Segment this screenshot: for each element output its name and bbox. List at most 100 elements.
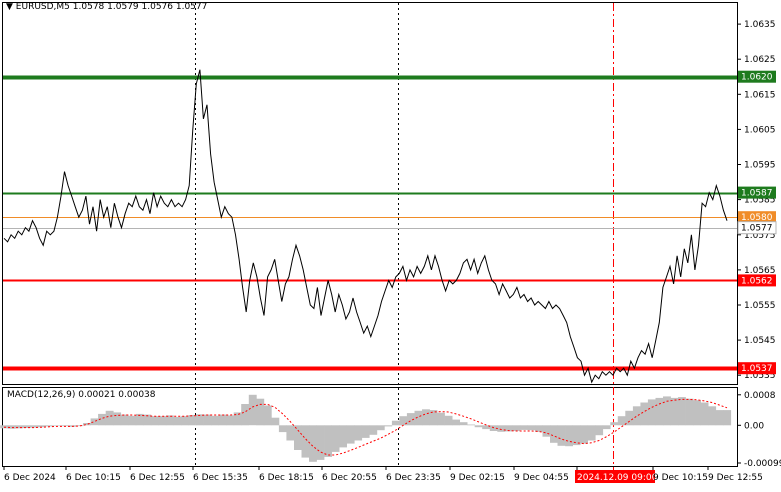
price-tick-label: 1.0585 bbox=[744, 196, 776, 206]
macd-histogram-bar bbox=[188, 415, 197, 426]
macd-histogram-bar bbox=[211, 415, 219, 426]
macd-histogram-bar bbox=[369, 425, 378, 435]
macd-histogram-bar bbox=[482, 425, 491, 430]
macd-histogram-bar bbox=[263, 405, 272, 426]
time-tick-label: 6 Dec 23:35 bbox=[386, 473, 441, 483]
price-tick-label: 1.0535 bbox=[744, 371, 776, 381]
macd-histogram-bar bbox=[655, 397, 664, 426]
macd-tick-label: -0.00099 bbox=[744, 459, 781, 469]
macd-histogram-bar bbox=[241, 404, 250, 426]
crosshair-time-tag-bg bbox=[575, 470, 655, 483]
macd-histogram-bar bbox=[519, 425, 528, 430]
macd-histogram-bar bbox=[120, 414, 129, 426]
level-price-tag-1.0562[interactable]: 1.0562 bbox=[741, 276, 773, 286]
macd-histogram-bar bbox=[98, 413, 106, 426]
level-price-tag-1.0587[interactable]: 1.0587 bbox=[741, 189, 773, 199]
macd-histogram-bar bbox=[550, 425, 558, 443]
level-price-tag-bg bbox=[738, 211, 776, 224]
time-tick-label: 9 Dec 12:55 bbox=[708, 473, 763, 483]
macd-histogram-bar bbox=[663, 396, 671, 426]
level-price-tag-bg bbox=[738, 274, 776, 287]
symbol-title: EURUSD,M5 bbox=[15, 2, 70, 12]
horizontal-levels[interactable] bbox=[3, 75, 737, 371]
macd-histogram-bar bbox=[346, 425, 355, 444]
macd-histogram-bar bbox=[452, 419, 460, 426]
macd-histogram-bar bbox=[474, 425, 483, 428]
macd-histogram-bar bbox=[128, 415, 137, 426]
level-price-tag-1.0580[interactable]: 1.0580 bbox=[741, 213, 773, 223]
level-price-tag-bg bbox=[737, 221, 777, 235]
price-series-line bbox=[3, 69, 728, 384]
macd-histogram-bar bbox=[632, 406, 641, 426]
macd-histogram-bar bbox=[316, 425, 325, 460]
price-axis[interactable]: 1.06351.06251.06151.06051.05951.05851.05… bbox=[737, 20, 777, 381]
macd-histogram-bar bbox=[324, 425, 332, 457]
macd-histogram-bar bbox=[158, 416, 167, 426]
macd-histogram-bar bbox=[497, 425, 506, 432]
level-price-tag-1.0577[interactable]: 1.0577 bbox=[741, 224, 773, 234]
macd-histogram-bar bbox=[617, 416, 626, 426]
time-tick-label: 6 Dec 20:55 bbox=[322, 473, 377, 483]
price-tick-label: 1.0555 bbox=[744, 301, 776, 311]
macd-histogram-bar bbox=[301, 425, 310, 458]
macd-histogram-bar bbox=[30, 425, 39, 428]
macd-histogram-bar bbox=[595, 425, 604, 436]
macd-histogram-bar bbox=[75, 425, 84, 427]
price-tick-label: 1.0635 bbox=[744, 20, 776, 30]
macd-histogram-bar bbox=[286, 425, 295, 441]
macd-histogram-bar bbox=[391, 420, 400, 426]
time-tick-label: 9 Dec 02:15 bbox=[450, 473, 505, 483]
macd-histogram-bar bbox=[565, 425, 573, 447]
macd-histogram-bar bbox=[226, 415, 235, 426]
macd-histogram-bar bbox=[467, 424, 476, 426]
crosshair-time-tag[interactable]: 2024.12.09 09:00 bbox=[577, 473, 658, 483]
macd-histogram-bar bbox=[670, 397, 679, 426]
macd-histogram-bar bbox=[512, 425, 521, 431]
macd-histogram-bar bbox=[437, 412, 445, 426]
macd-title: MACD(12,26,9) 0.00021 0.00038 bbox=[7, 390, 156, 400]
ohlc-values: 1.0578 1.0579 1.0576 1.0577 bbox=[72, 2, 208, 12]
level-price-tag-1.0620[interactable]: 1.0620 bbox=[741, 73, 773, 83]
macd-histogram-bar bbox=[504, 425, 513, 432]
triangle-down-icon[interactable]: ▼ bbox=[6, 2, 13, 12]
price-line bbox=[3, 69, 728, 384]
macd-histogram-bar bbox=[60, 425, 69, 427]
macd-histogram-bar bbox=[83, 423, 91, 426]
macd-histogram-bar bbox=[113, 412, 122, 426]
macd-histogram-bar bbox=[90, 418, 99, 426]
macd-axis: 0.0008 0.00 -0.00099 bbox=[737, 391, 781, 469]
macd-histogram-bar bbox=[693, 400, 701, 426]
macd-histogram-bar bbox=[309, 425, 317, 462]
macd-histogram-bar bbox=[414, 410, 423, 426]
level-price-tag-1.0537[interactable]: 1.0537 bbox=[741, 364, 773, 374]
macd-histogram-bar bbox=[196, 414, 204, 426]
level-price-tag-bg bbox=[738, 70, 776, 83]
macd-histogram-bar bbox=[602, 425, 611, 430]
macd-histogram-bar bbox=[37, 425, 46, 428]
time-tick-label: 9 Dec 04:55 bbox=[514, 473, 569, 483]
macd-histogram-bar bbox=[181, 416, 189, 426]
macd-histogram-bar bbox=[233, 412, 242, 426]
price-pane-frame bbox=[2, 2, 738, 385]
price-tick-label: 1.0565 bbox=[744, 266, 776, 276]
macd-histogram-bar bbox=[587, 425, 596, 441]
time-tick-label: 6 Dec 2024 bbox=[4, 473, 56, 483]
macd-histogram-bar bbox=[203, 414, 212, 426]
macd-histogram-bar bbox=[399, 416, 408, 426]
symbol-header[interactable]: ▼ EURUSD,M5 1.0578 1.0579 1.0576 1.0577 bbox=[6, 2, 207, 12]
macd-histogram-bar bbox=[354, 425, 363, 441]
time-tick-label: 9 Dec 10:15 bbox=[653, 473, 708, 483]
macd-histogram-bar bbox=[53, 425, 61, 426]
macd-histogram-bar bbox=[376, 425, 385, 431]
time-axis[interactable]: 6 Dec 2024 6 Dec 10:15 6 Dec 12:55 6 Dec 15… bbox=[3, 467, 763, 483]
macd-histogram-bar bbox=[150, 416, 159, 426]
level-price-tag-bg bbox=[738, 362, 776, 375]
macd-histogram-bar bbox=[361, 425, 370, 438]
macd-histogram-bar bbox=[610, 422, 619, 426]
macd-histogram-bar bbox=[256, 398, 265, 426]
macd-histogram-bar bbox=[173, 416, 182, 426]
macd-tick-label: 0.0008 bbox=[744, 391, 776, 401]
time-tick-label: 6 Dec 18:15 bbox=[259, 473, 314, 483]
